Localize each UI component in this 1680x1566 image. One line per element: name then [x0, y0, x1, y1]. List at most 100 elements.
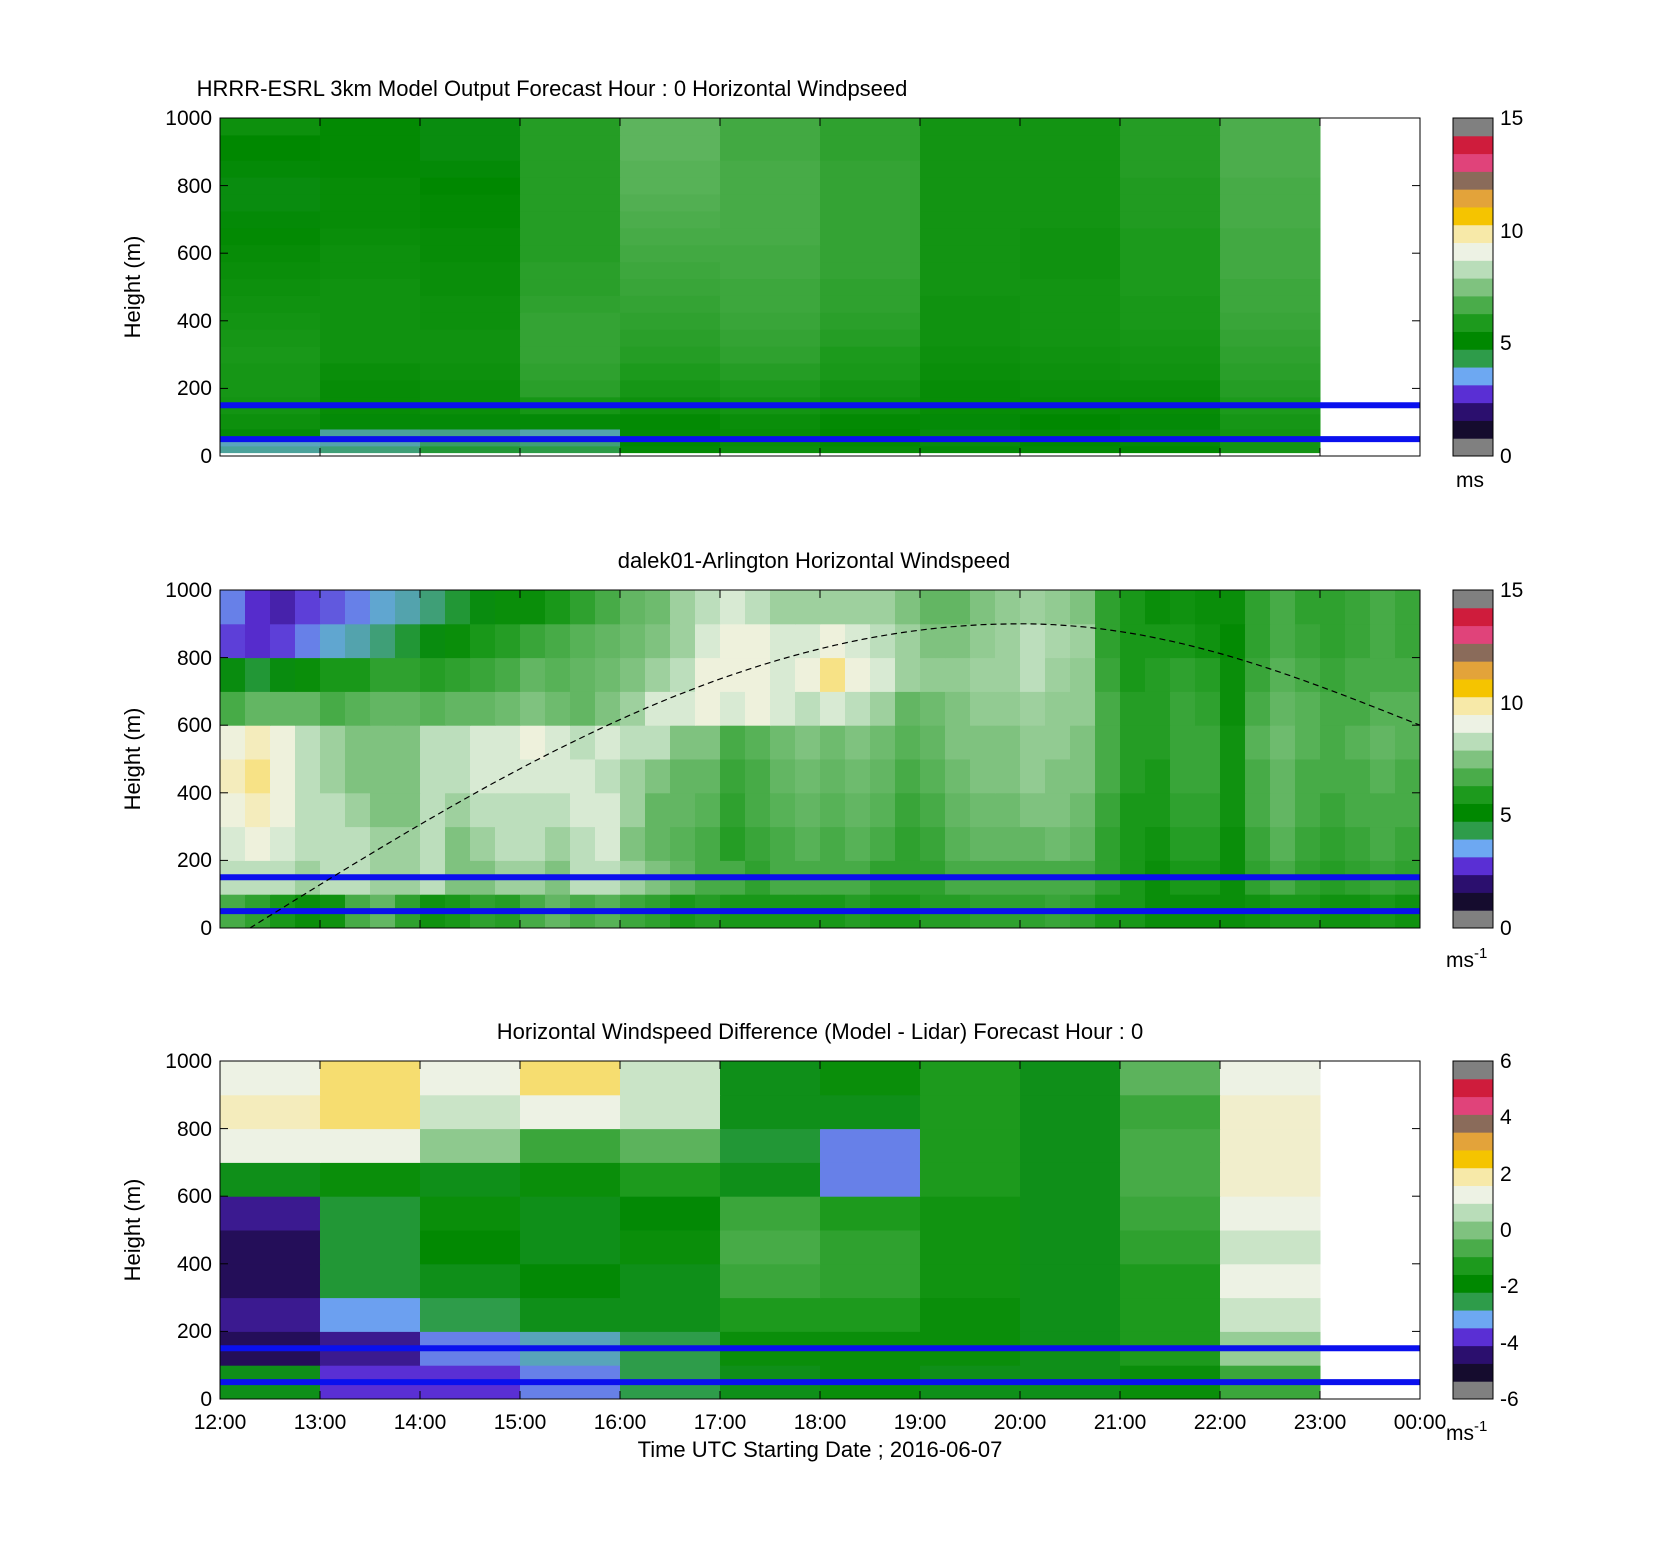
y-tick-label: 0: [200, 917, 212, 940]
heatmap-cell: [520, 413, 621, 430]
heatmap-cell: [220, 329, 321, 347]
heatmap-cell: [320, 1061, 421, 1096]
heatmap-cell: [470, 691, 496, 726]
heatmap-cell: [695, 826, 721, 861]
heatmap-cell: [745, 826, 771, 861]
colorbar-cell: [1453, 643, 1493, 662]
heatmap-cell: [620, 194, 721, 212]
heatmap-cell: [320, 177, 421, 195]
heatmap-cell: [1245, 691, 1271, 726]
heatmap-cell: [1020, 295, 1121, 313]
heatmap-cell: [1220, 177, 1321, 195]
colorbar-tick-label: 15: [1500, 107, 1523, 130]
heatmap-cell: [1120, 657, 1146, 692]
heatmap-cell: [520, 428, 621, 440]
heatmap-cell: [1045, 725, 1071, 760]
heatmap-cell: [820, 177, 921, 195]
heatmap-cell: [295, 826, 321, 861]
heatmap-cell: [470, 623, 496, 659]
heatmap-cell: [520, 1128, 621, 1163]
heatmap-cell: [220, 346, 321, 364]
heatmap-cell: [520, 278, 621, 296]
heatmap-cell: [1170, 590, 1196, 625]
heatmap-cell: [1020, 177, 1121, 195]
heatmap-cell: [1120, 134, 1221, 161]
heatmap-cell: [1120, 1263, 1221, 1299]
heatmap-cell: [1295, 759, 1321, 794]
heatmap-cell: [920, 413, 1021, 430]
heatmap-cell: [620, 1128, 721, 1163]
heatmap-cell: [1270, 759, 1296, 794]
heatmap-cell: [595, 759, 621, 794]
heatmap-cell: [620, 623, 646, 659]
heatmap-cell: [295, 759, 321, 794]
heatmap-cell: [1195, 657, 1221, 692]
heatmap-cell: [845, 725, 871, 760]
colorbar-cell: [1453, 1292, 1493, 1311]
heatmap-cell: [820, 1263, 921, 1299]
heatmap-cell: [670, 691, 696, 726]
heatmap-cell: [270, 826, 296, 861]
heatmap-cell: [820, 657, 846, 692]
heatmap-cell: [1120, 194, 1221, 212]
heatmap-cell: [1045, 590, 1071, 625]
heatmap-cell: [970, 826, 996, 861]
heatmap-cell: [1070, 623, 1096, 659]
heatmap-cell: [720, 1061, 821, 1096]
heatmap-cell: [220, 118, 321, 136]
heatmap-cell: [720, 413, 821, 430]
heatmap-cell: [1220, 792, 1246, 828]
heatmap-cell: [445, 623, 471, 659]
heatmap-cell: [595, 590, 621, 625]
heatmap-cell: [995, 792, 1021, 828]
heatmap-cell: [1170, 691, 1196, 726]
heatmap-cell: [970, 657, 996, 692]
heatmap-cell: [1395, 792, 1421, 828]
heatmap-cell: [595, 826, 621, 861]
heatmap-cell: [720, 1128, 821, 1163]
heatmap-cell: [520, 210, 621, 229]
heatmap-cell: [1070, 725, 1096, 760]
heatmap-cell: [1020, 590, 1046, 625]
heatmap-cell: [1220, 329, 1321, 347]
heatmap-cell: [320, 691, 346, 726]
panel-model-windspeed: HRRR-ESRL 3km Model Output Forecast Hour…: [120, 76, 1523, 492]
x-tick-label: 15:00: [494, 1411, 547, 1434]
heatmap-cell: [1120, 1230, 1221, 1265]
heatmap-cell: [1220, 1061, 1321, 1096]
panel-title: dalek01-Arlington Horizontal Windspeed: [618, 548, 1011, 573]
heatmap-cell: [1220, 346, 1321, 364]
heatmap-cell: [520, 1094, 621, 1130]
heatmap-cell: [220, 227, 321, 246]
heatmap-cell: [1020, 1196, 1121, 1231]
heatmap-cell: [720, 194, 821, 212]
heatmap-cell: [520, 118, 621, 136]
heatmap-cell: [1370, 657, 1396, 692]
heatmap-cell: [1020, 160, 1121, 178]
x-tick-label: 16:00: [594, 1411, 647, 1434]
heatmap-cell: [920, 1128, 1021, 1163]
heatmap-cell: [620, 1094, 721, 1130]
heatmap-cell: [795, 826, 821, 861]
colorbar-tick-label: 10: [1500, 220, 1523, 243]
x-tick-label: 19:00: [894, 1411, 947, 1434]
heatmap-cell: [1245, 657, 1271, 692]
heatmap-cell: [1220, 118, 1321, 136]
heatmap-cell: [420, 759, 446, 794]
heatmap-cell: [520, 194, 621, 212]
heatmap-cell: [1020, 439, 1121, 447]
heatmap-cell: [820, 445, 921, 454]
heatmap-cell: [1020, 428, 1121, 440]
heatmap-cell: [420, 346, 521, 364]
heatmap-cell: [920, 278, 1021, 296]
heatmap-cell: [1295, 792, 1321, 828]
colorbar: 0 5 10 15 ms: [1452, 107, 1523, 492]
heatmap-cell: [670, 590, 696, 625]
heatmap-cell: [520, 826, 546, 861]
heatmap-cell: [345, 792, 371, 828]
heatmap-cell: [220, 244, 321, 263]
heatmap-cell: [245, 590, 271, 625]
heatmap-cell: [820, 1297, 921, 1332]
heatmap-cell: [420, 379, 521, 398]
heatmap-cell: [1120, 428, 1221, 440]
